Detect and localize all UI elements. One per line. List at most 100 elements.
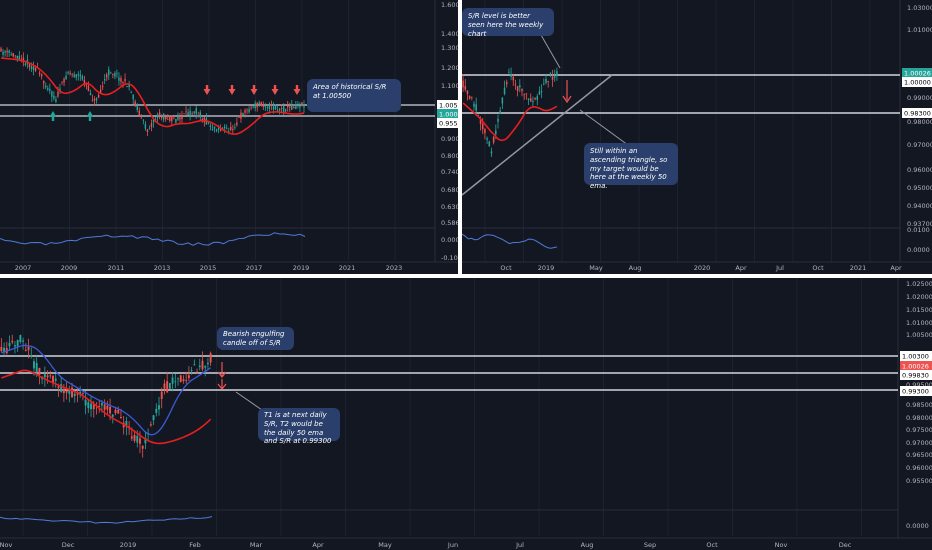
weekly-candle-body bbox=[132, 94, 134, 100]
daily-candle-body bbox=[111, 414, 114, 417]
daily-y-tick: 0.96000 bbox=[906, 464, 932, 472]
weekly-candle-body bbox=[134, 101, 136, 106]
daily-wide-candle-body bbox=[510, 74, 512, 78]
weekly-candle-body bbox=[171, 115, 173, 122]
weekly-candle-body bbox=[8, 50, 10, 53]
daily-candle-body bbox=[206, 362, 209, 365]
weekly-candle-body bbox=[268, 103, 271, 109]
weekly-candle-body bbox=[28, 63, 31, 68]
weekly-candle-body bbox=[67, 72, 69, 74]
weekly-candle-body bbox=[244, 110, 246, 113]
weekly-candle-body bbox=[289, 106, 291, 108]
weekly-candle-body bbox=[293, 106, 295, 109]
weekly-candle-body bbox=[160, 116, 163, 118]
weekly-candle-body bbox=[10, 54, 12, 56]
weekly-candle-body bbox=[199, 112, 201, 118]
daily-candle-body bbox=[109, 406, 112, 414]
daily-wide-candle-body bbox=[527, 98, 530, 100]
daily-candle-body bbox=[209, 353, 212, 363]
daily-wide-candle-body bbox=[479, 119, 482, 125]
daily-wide-candle-body bbox=[490, 151, 493, 154]
weekly-candle-body bbox=[274, 105, 277, 110]
daily-candle-body bbox=[33, 361, 35, 369]
daily-y-tick: 0.95500 bbox=[906, 477, 932, 485]
daily-x-tick: Sep bbox=[644, 541, 656, 549]
daily-candle-body bbox=[22, 340, 25, 342]
daily-candle-body bbox=[0, 347, 3, 352]
weekly-candle-body bbox=[230, 127, 232, 130]
weekly-down-arrow-stem bbox=[295, 85, 299, 90]
daily-wide-candle-body bbox=[499, 110, 501, 114]
daily-chart-panel[interactable]: 1.02500 1.02000 1.01500 1.01000 1.00500 0.995… bbox=[0, 278, 932, 550]
weekly-up-arrow bbox=[49, 111, 57, 117]
weekly-candle-body bbox=[30, 66, 33, 70]
weekly-candle-body bbox=[162, 113, 165, 120]
daily-wide-candle-body bbox=[525, 93, 528, 95]
daily-candle-body bbox=[152, 415, 155, 421]
weekly-candle-body bbox=[79, 74, 82, 77]
weekly-x-tick: 2009 bbox=[61, 264, 78, 272]
daily-wide-candle-body bbox=[536, 96, 539, 100]
weekly-candle-body bbox=[185, 111, 187, 113]
daily-wide-candle-body bbox=[492, 136, 495, 143]
weekly-candle-body bbox=[187, 112, 189, 116]
weekly-candle-body bbox=[242, 113, 244, 116]
daily-x-tick: Nov bbox=[0, 541, 12, 549]
weekly-candle-body bbox=[4, 51, 6, 53]
daily-candle-body bbox=[130, 436, 133, 439]
daily-candle-body bbox=[49, 375, 52, 377]
weekly-candle-body bbox=[138, 110, 140, 116]
daily-candle-body bbox=[57, 386, 60, 388]
weekly-candle-body bbox=[209, 125, 212, 127]
weekly-candle-body bbox=[280, 107, 283, 109]
weekly-x-tick: 2021 bbox=[339, 264, 356, 272]
weekly-candle-body bbox=[0, 48, 2, 52]
daily-wide-candle-body bbox=[516, 86, 519, 92]
daily-wide-candle-body bbox=[481, 123, 484, 130]
weekly-candle-body bbox=[104, 79, 106, 81]
weekly-candle-body bbox=[260, 101, 262, 106]
weekly-x-tick: 2007 bbox=[15, 264, 32, 272]
daily-candle-body bbox=[76, 393, 79, 395]
weekly-candle-body bbox=[142, 119, 145, 121]
daily-wide-x-tick: May bbox=[589, 264, 603, 272]
weekly-down-arrow bbox=[250, 89, 258, 95]
daily-candle-body bbox=[100, 403, 103, 406]
daily-price-tag-bg bbox=[900, 361, 932, 371]
daily-osc-line bbox=[0, 516, 213, 524]
daily-level-tag: 1.00300 bbox=[902, 353, 929, 361]
weekly-x-tick: 2015 bbox=[200, 264, 217, 272]
daily-osc-tick: 0.0000 bbox=[906, 522, 929, 530]
daily-wide-candle-body bbox=[551, 76, 554, 80]
daily-wide-level-tag: 1.00000 bbox=[904, 79, 931, 87]
daily-level-tag-bg bbox=[900, 351, 932, 361]
weekly-candle-body bbox=[169, 116, 171, 121]
daily-x-tick: May bbox=[378, 541, 392, 549]
daily-sma-line bbox=[1, 344, 212, 436]
weekly-osc-tick: 0.0000 bbox=[441, 236, 458, 244]
weekly-level-tag-bg bbox=[437, 100, 458, 110]
weekly-candle-body bbox=[201, 118, 204, 121]
daily-candle-body bbox=[168, 383, 171, 389]
daily-wide-x-tick: 2020 bbox=[694, 264, 711, 272]
daily-wide-candle-body bbox=[538, 91, 541, 95]
daily-wide-x-tick: Apr bbox=[735, 264, 747, 272]
weekly-candle-body bbox=[87, 85, 90, 92]
weekly-candle-body bbox=[57, 91, 59, 97]
daily-wide-chart-panel[interactable]: 1.03000 1.01000 0.99000 0.98000 0.97000 0.960… bbox=[462, 0, 932, 274]
weekly-candle-body bbox=[118, 77, 120, 81]
daily-candle-body bbox=[43, 374, 46, 378]
daily-y-tick: 1.01000 bbox=[906, 319, 932, 327]
daily-annotation-bottom: T1 is at next daily S/R, T2 would be the… bbox=[258, 408, 340, 445]
daily-wide-candle-body bbox=[521, 88, 523, 92]
daily-wide-y-tick: 1.03000 bbox=[907, 4, 932, 12]
weekly-candle-body bbox=[258, 102, 260, 105]
weekly-down-arrow-stem bbox=[252, 85, 256, 90]
daily-wide-x-tick: Apr bbox=[890, 264, 902, 272]
daily-candle-body bbox=[187, 375, 190, 378]
weekly-candle-body bbox=[215, 129, 218, 132]
daily-wide-candle-body bbox=[512, 76, 515, 81]
weekly-annotation: Area of historical S/R at 1.00500 bbox=[307, 79, 401, 112]
daily-wide-osc-tick: 0.0100 bbox=[907, 226, 930, 234]
